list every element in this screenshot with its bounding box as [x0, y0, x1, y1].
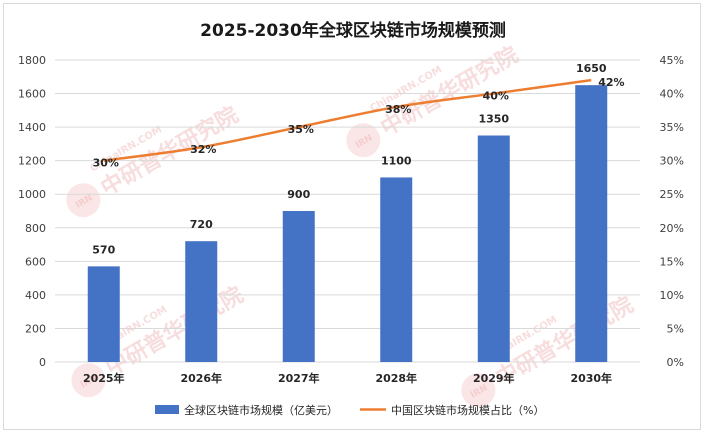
line-path: [103, 78, 592, 162]
y-left-tick-label: 1800: [18, 54, 46, 67]
y-left-tick-label: 1000: [18, 188, 46, 201]
line-data-labels: 30% 32% 35% 38% 40% 42%: [93, 76, 625, 170]
line-data-label: 40%: [483, 90, 509, 103]
bar: [380, 177, 413, 362]
bar: [575, 85, 608, 363]
bar-data-label: 900: [287, 188, 310, 201]
bar: [185, 241, 218, 362]
y-axis-left-ticks: 0 200 400 600 800 1000 1200 1400 1600 1800: [18, 54, 46, 369]
chart-title: 2025-2030年全球区块链市场规模预测: [200, 20, 506, 41]
watermark-logo-icon: [71, 363, 106, 398]
legend: 全球区块链市场规模（亿美元） 中国区块链市场规模占比（%）: [155, 403, 544, 417]
y-left-tick-label: 0: [39, 356, 46, 369]
watermark-logo-icon: [346, 123, 381, 158]
bar-series: [87, 85, 608, 363]
bar-data-label: 1650: [576, 62, 607, 75]
y-left-tick-label: 1400: [18, 121, 46, 134]
bar: [87, 266, 120, 362]
y-left-tick-label: 600: [25, 255, 46, 268]
x-tick-label: 2026年: [180, 371, 222, 385]
y-right-tick-label: 25%: [660, 188, 684, 201]
y-left-tick-label: 1600: [18, 88, 46, 101]
line-data-label: 42%: [598, 76, 624, 89]
y-left-tick-label: 400: [25, 289, 46, 302]
y-right-tick-label: 20%: [660, 222, 684, 235]
y-right-tick-label: 45%: [660, 54, 684, 67]
bar: [282, 211, 315, 362]
y-right-tick-label: 30%: [660, 155, 684, 168]
bar-data-labels: 570 720 900 1100 1350 1650: [92, 62, 607, 256]
y-left-tick-label: 1200: [18, 155, 46, 168]
x-tick-label: 2028年: [375, 371, 417, 385]
y-right-tick-label: 0%: [667, 356, 684, 369]
x-tick-label: 2029年: [473, 371, 515, 385]
x-axis-ticks: 2025年 2026年 2027年 2028年 2029年 2030年: [83, 371, 612, 385]
y-right-tick-label: 10%: [660, 289, 684, 302]
line-data-label: 30%: [93, 157, 119, 170]
legend-bar-swatch: [155, 405, 179, 414]
watermark-logo-icon: [66, 183, 101, 218]
bar-data-label: 1100: [381, 154, 412, 167]
watermark-logo-icon: [461, 373, 496, 408]
y-right-tick-label: 15%: [660, 255, 684, 268]
bar: [477, 135, 510, 362]
line-series: [103, 78, 592, 162]
y-right-tick-label: 40%: [660, 88, 684, 101]
gridlines: [55, 59, 640, 363]
line-data-label: 32%: [190, 143, 216, 156]
bar-data-label: 1350: [478, 113, 509, 126]
y-right-tick-label: 5%: [667, 322, 684, 335]
x-tick-label: 2030年: [570, 371, 612, 385]
line-data-label: 35%: [288, 123, 314, 136]
legend-bar-label: 全球区块链市场规模（亿美元）: [184, 403, 338, 417]
bar-data-label: 720: [190, 218, 213, 231]
y-left-tick-label: 800: [25, 222, 46, 235]
line-data-label: 38%: [385, 103, 411, 116]
y-left-tick-label: 200: [25, 322, 46, 335]
y-right-tick-label: 35%: [660, 121, 684, 134]
bar-data-label: 570: [92, 243, 115, 256]
x-tick-label: 2027年: [278, 371, 320, 385]
y-axis-right-ticks: 0% 5% 10% 15% 20% 25% 30% 35% 40% 45%: [660, 54, 684, 369]
x-tick-label: 2025年: [83, 371, 125, 385]
legend-line-label: 中国区块链市场规模占比（%）: [391, 403, 544, 417]
